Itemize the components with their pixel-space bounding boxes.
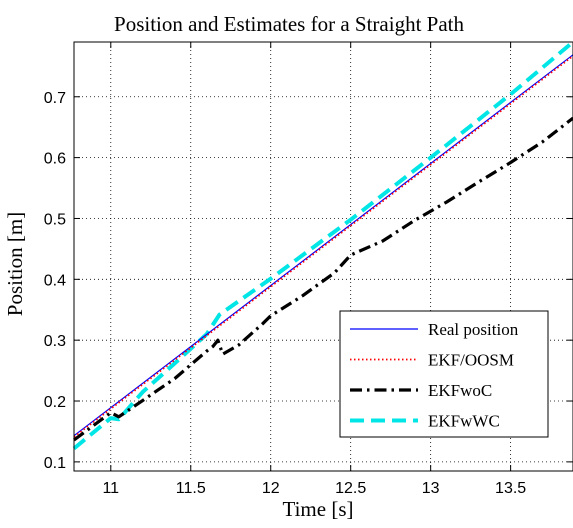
legend: Real position EKF/OOSM EKFwoC EKFwWC: [339, 310, 549, 438]
x-tick-label: 11: [102, 480, 119, 497]
y-tick-label: 0.2: [44, 394, 66, 411]
y-tick-label: 0.1: [44, 455, 66, 472]
y-tick-label: 0.7: [44, 90, 66, 107]
legend-label: EKFwWC: [428, 412, 500, 431]
plot-frame: [73, 41, 573, 472]
x-axis-label: Time [s]: [283, 497, 354, 521]
chart-title: Position and Estimates for a Straight Pa…: [114, 12, 464, 36]
axis-ticks: 11 11.5 12 12.5 13 13.5 0.1 0.2 0.3 0.4 0.5 0.6 0.7: [44, 42, 573, 497]
y-tick-label: 0.6: [44, 151, 66, 168]
series-line-ekf-oosm: [73, 55, 573, 438]
legend-label: EKFwoC: [428, 381, 492, 400]
x-tick-label: 12: [262, 480, 280, 497]
y-axis-label: Position [m]: [3, 212, 27, 316]
legend-box: [339, 310, 549, 438]
x-tick-label: 13.5: [495, 480, 526, 497]
series-line-real-position: [73, 54, 573, 437]
x-tick-label: 13: [422, 480, 440, 497]
series-layer: [72, 40, 573, 451]
y-tick-label: 0.5: [44, 211, 66, 228]
x-tick-label: 12.5: [335, 480, 366, 497]
x-tick-label: 11.5: [176, 480, 206, 497]
legend-label: EKF/OOSM: [428, 351, 514, 370]
y-tick-label: 0.3: [44, 333, 66, 350]
y-tick-label: 0.4: [44, 272, 66, 289]
series-line-ekfwwc: [72, 40, 573, 451]
legend-label: Real position: [428, 320, 519, 339]
series-line-ekfwoc: [73, 116, 573, 442]
